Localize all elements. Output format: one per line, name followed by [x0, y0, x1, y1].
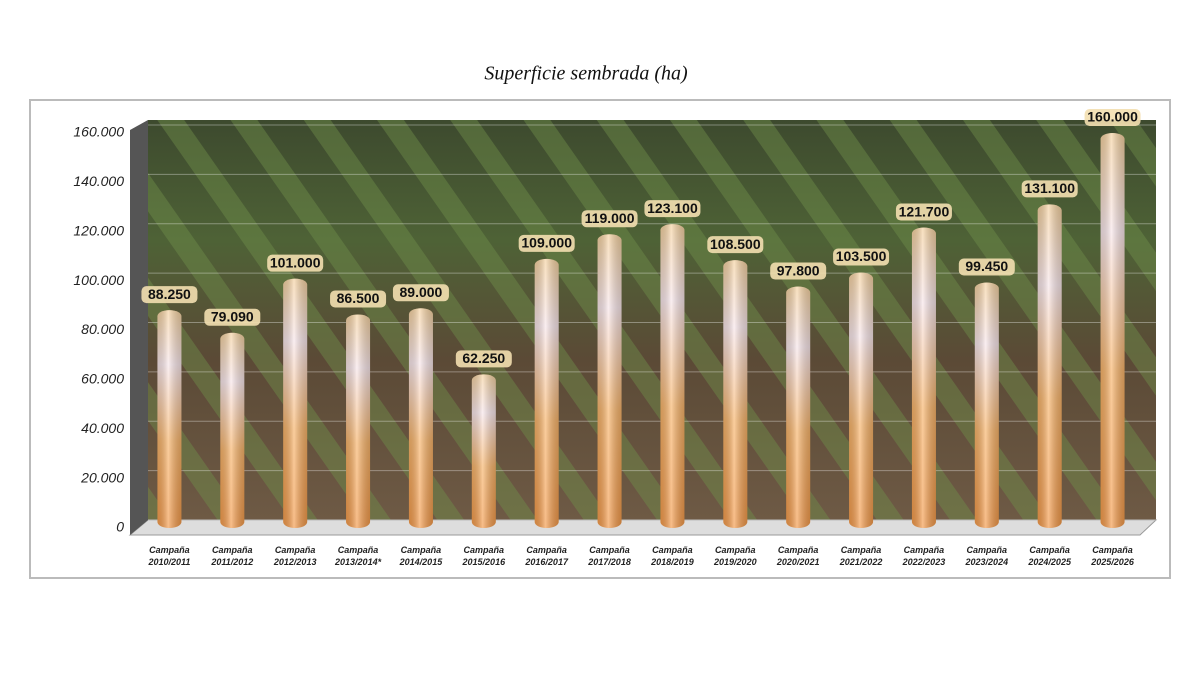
value-label: 131.100	[1024, 180, 1075, 196]
value-label: 101.000	[270, 254, 321, 270]
y-tick-label: 100.000	[73, 272, 124, 288]
x-tick-label: Campaña 2011/2012	[211, 545, 254, 567]
x-tick-label: Campaña 2013/2014*	[335, 545, 382, 567]
value-label: 109.000	[521, 235, 572, 251]
bar-shade	[220, 332, 245, 528]
value-label-bg	[455, 350, 512, 368]
bar-shade	[660, 224, 685, 529]
bar-shade	[974, 282, 999, 528]
y-tick-label: 160.000	[73, 124, 124, 140]
value-label-bg	[267, 254, 324, 272]
value-label-bg	[958, 258, 1015, 276]
value-label-bg	[1021, 180, 1078, 198]
x-tick-label: Campaña 2018/2019	[651, 545, 694, 567]
bar-shade	[408, 308, 433, 528]
bar-shade	[346, 314, 371, 528]
value-label-bg	[1084, 109, 1141, 126]
value-label-bg	[644, 200, 701, 218]
value-label: 119.000	[585, 210, 635, 226]
value-label: 160.000	[1087, 109, 1138, 125]
x-tick-label: Campaña 2015/2016	[462, 545, 506, 567]
x-tick-label: Campaña 2014/2015	[399, 545, 443, 567]
value-label-bg	[895, 203, 952, 221]
x-tick-label: Campaña 2024/2025	[1028, 545, 1071, 567]
y-tick-label: 40.000	[81, 420, 124, 436]
y-tick-label: 120.000	[73, 222, 124, 238]
value-label: 123.100	[647, 200, 698, 216]
value-label-bg	[518, 234, 575, 252]
x-tick-label: Campaña 2016/2017	[525, 545, 568, 567]
y-tick-label: 0	[116, 519, 124, 535]
bar-shade	[157, 310, 182, 528]
x-tick-label: Campaña 2020/2021	[776, 545, 820, 567]
value-label-bg	[392, 284, 449, 302]
value-label-bg	[330, 290, 387, 308]
x-tick-label: Campaña 2021/2022	[839, 545, 883, 567]
value-label-bg	[833, 248, 890, 266]
bar-shade	[1100, 133, 1125, 528]
y-tick-label: 60.000	[81, 371, 124, 387]
value-label: 103.500	[836, 248, 887, 264]
x-tick-label: Campaña 2010/2011	[148, 545, 191, 567]
y-tick-label: 20.000	[80, 469, 124, 485]
value-label-bg	[204, 308, 261, 326]
chart-title: Superficie sembrada (ha)	[484, 63, 688, 85]
value-label: 121.700	[899, 203, 950, 219]
bar-shade	[911, 227, 936, 528]
value-label-bg	[581, 210, 638, 228]
bar-shade	[786, 286, 811, 528]
value-label-bg	[770, 262, 827, 280]
value-label: 89.000	[400, 284, 443, 300]
bar-shade	[723, 260, 748, 528]
x-tick-label: Campaña 2019/2020	[714, 545, 757, 567]
bar-shade	[849, 272, 874, 528]
y-tick-label: 140.000	[73, 173, 124, 189]
side-wall	[130, 120, 148, 535]
value-label-bg	[141, 286, 198, 304]
value-label: 88.250	[148, 286, 191, 302]
value-label: 108.500	[710, 236, 761, 252]
x-tick-label: Campaña 2017/2018	[588, 545, 631, 567]
value-label-bg	[707, 236, 764, 254]
x-tick-label: Campaña 2023/2024	[965, 545, 1009, 567]
bar-shade	[1037, 204, 1062, 529]
value-label: 79.090	[211, 308, 254, 324]
value-label: 99.450	[965, 258, 1008, 274]
bar-shade	[534, 258, 559, 528]
bar-shade	[283, 278, 308, 528]
bar-shade	[597, 234, 622, 528]
bar-shade	[471, 374, 496, 528]
value-label: 86.500	[337, 290, 380, 306]
y-tick-label: 80.000	[81, 321, 124, 337]
value-label: 97.800	[777, 262, 820, 278]
x-tick-label: Campaña 2012/2013	[273, 545, 317, 567]
value-label: 62.250	[462, 350, 505, 366]
x-tick-label: Campaña 2025/2026	[1091, 545, 1134, 567]
x-tick-label: Campaña 2022/2023	[902, 545, 946, 567]
